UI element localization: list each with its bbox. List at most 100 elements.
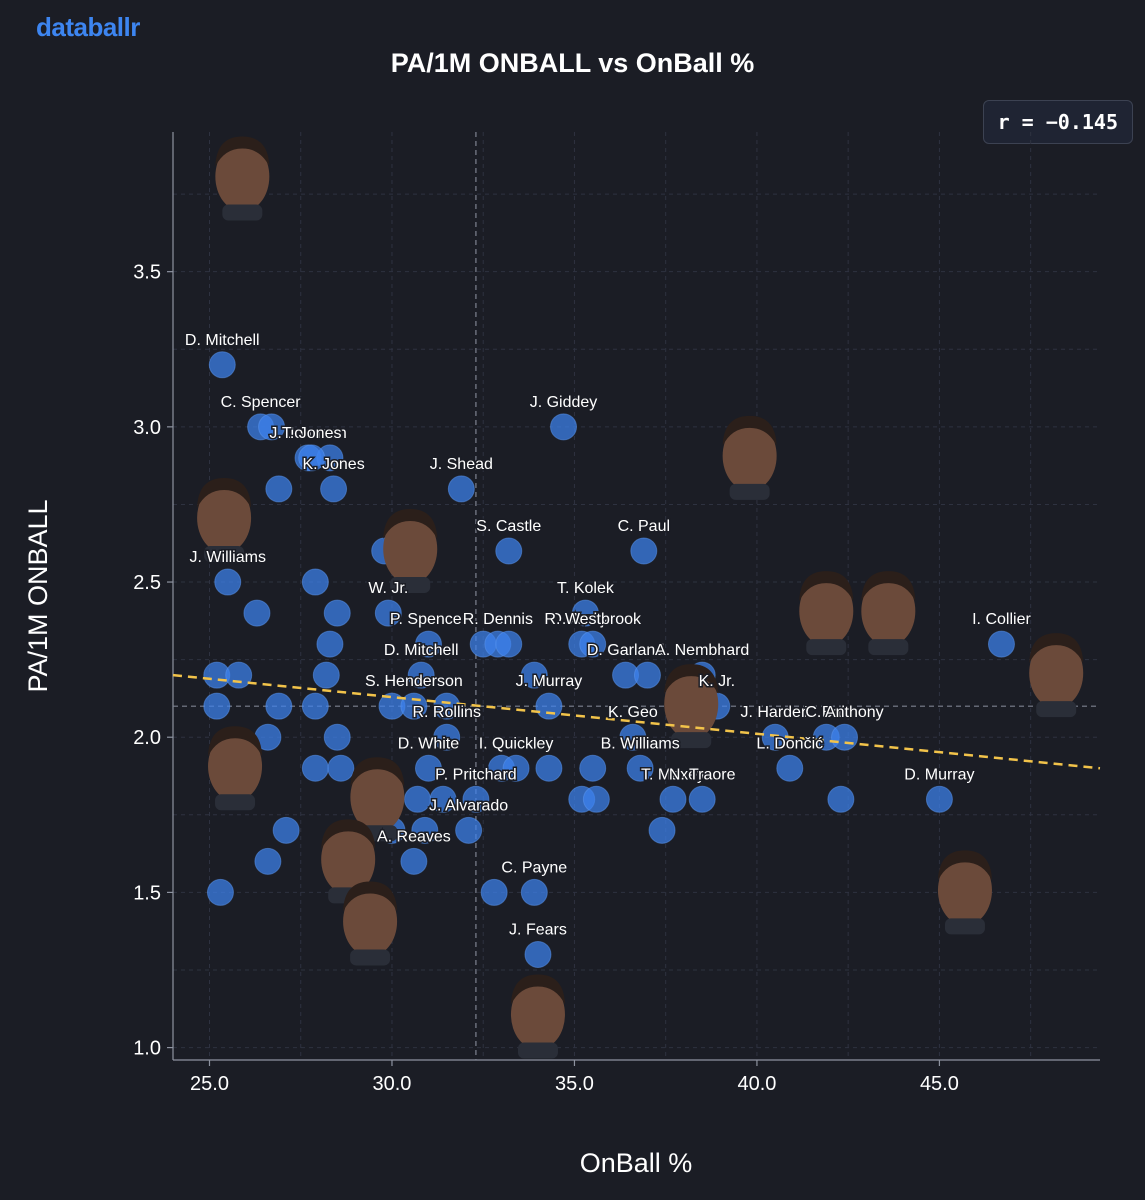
y-tick-label: 1.5 [133,882,161,904]
player-headshot[interactable] [215,136,270,221]
data-point[interactable] [433,723,461,751]
data-point[interactable] [480,878,508,906]
data-point[interactable] [400,847,428,875]
data-point[interactable] [447,475,475,503]
data-point[interactable] [272,816,300,844]
headshot-shoulders [671,732,712,749]
headshot-shoulders [390,576,431,593]
point-label: S. Henderson [365,673,463,690]
point-label: S. Castle [476,518,541,535]
player-headshot[interactable] [343,881,398,966]
data-point[interactable] [571,599,599,627]
player-headshot[interactable] [1029,633,1084,718]
player-headshot[interactable] [722,415,777,500]
headshot-face [937,855,992,926]
data-point[interactable] [323,599,351,627]
player-headshot[interactable] [321,819,376,904]
data-point[interactable] [455,816,483,844]
headshot-shoulders [806,639,847,656]
data-point[interactable] [626,754,654,782]
player-headshot[interactable] [937,850,992,935]
data-point[interactable] [827,785,855,813]
data-point[interactable] [320,475,348,503]
data-point[interactable] [323,723,351,751]
data-point[interactable] [429,785,457,813]
data-point[interactable] [495,537,523,565]
data-point[interactable] [659,785,687,813]
data-point[interactable] [579,630,607,658]
headshot-hair [664,664,719,695]
point-label: K. Jones [302,456,364,473]
data-point[interactable] [316,630,344,658]
point-label: J. Johnson [269,425,346,442]
data-point[interactable] [520,878,548,906]
data-point[interactable] [407,661,435,689]
data-point[interactable] [462,785,490,813]
data-point[interactable] [404,785,432,813]
data-point[interactable] [579,754,607,782]
data-point[interactable] [327,754,355,782]
data-point[interactable] [301,692,329,720]
headshot-face [343,886,398,957]
data-point[interactable] [535,692,563,720]
data-point[interactable] [203,692,231,720]
player-headshot[interactable] [510,974,565,1059]
data-point[interactable] [414,630,442,658]
headshot-hair [321,819,376,850]
headshot-hair [197,477,252,508]
data-point[interactable] [987,630,1015,658]
headshot-shoulders [517,1042,558,1059]
y-tick-label: 1.0 [133,1038,161,1060]
data-point[interactable] [582,785,610,813]
data-point[interactable] [312,661,340,689]
data-point[interactable] [630,537,658,565]
player-headshot[interactable] [664,664,719,749]
headshot-hair [799,571,854,602]
data-point[interactable] [411,816,439,844]
data-point[interactable] [495,630,523,658]
data-point[interactable] [831,723,859,751]
data-point[interactable] [214,568,242,596]
player-headshot[interactable] [799,571,854,656]
player-headshot[interactable] [383,508,438,593]
data-point[interactable] [633,661,661,689]
trend-line [172,673,1101,770]
data-point[interactable] [414,754,442,782]
data-point[interactable] [619,723,647,751]
data-point[interactable] [374,599,402,627]
data-point[interactable] [265,475,293,503]
headshot-shoulders [729,483,770,500]
data-point[interactable] [258,413,286,441]
brand-logo: databallr [36,12,140,42]
data-point[interactable] [535,754,563,782]
data-point[interactable] [688,785,716,813]
data-point[interactable] [776,754,804,782]
data-point[interactable] [550,413,578,441]
point-label: D. Garland [587,642,664,659]
data-point[interactable] [225,661,253,689]
data-point[interactable] [265,692,293,720]
player-headshot[interactable] [208,726,263,811]
point-label: A. Reaves [377,828,451,845]
data-point[interactable] [524,940,552,968]
player-headshot[interactable] [197,477,252,562]
headshot-hair [722,415,777,446]
x-axis-label: OnBall % [580,1148,693,1178]
data-point[interactable] [208,351,236,379]
data-point[interactable] [502,754,530,782]
player-headshot[interactable] [861,571,916,656]
data-point[interactable] [301,568,329,596]
data-point[interactable] [648,816,676,844]
data-point[interactable] [520,661,548,689]
data-point[interactable] [433,692,461,720]
data-point[interactable] [206,878,234,906]
data-point[interactable] [301,754,329,782]
point-label: L. Dončić [756,735,823,752]
data-point[interactable] [254,847,282,875]
data-point[interactable] [243,599,271,627]
data-point[interactable] [925,785,953,813]
data-point[interactable] [298,444,326,472]
headshot-face [208,731,263,802]
x-tick-label: 45.0 [920,1073,959,1095]
